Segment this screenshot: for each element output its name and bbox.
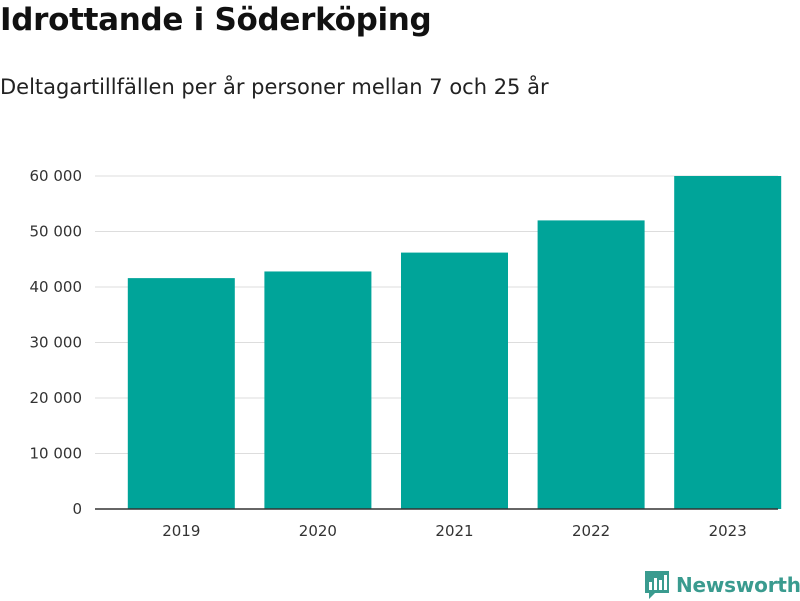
y-tick-label: 0 [72, 500, 82, 518]
x-tick-label: 2020 [299, 522, 337, 540]
x-tick-label: 2019 [162, 522, 200, 540]
bar-2020 [264, 271, 372, 509]
newsworthy-logo-text: Newsworthy [676, 573, 800, 597]
newsworthy-logo-icon [645, 571, 669, 599]
newsworthy-logo: Newsworthy [644, 569, 800, 601]
y-tick-label: 60 000 [30, 167, 83, 185]
chart-title: Idrottande i Söderköping [0, 2, 432, 38]
bar-chart: 0 10 000 20 000 30 000 40 000 50 000 60 000 201… [30, 167, 782, 540]
x-tick-label: 2022 [572, 522, 610, 540]
y-tick-label: 30 000 [30, 334, 83, 352]
bar-2021 [401, 252, 508, 509]
x-tick-label: 2023 [709, 522, 747, 540]
bar-2023 [674, 176, 782, 509]
x-tick-label: 2021 [435, 522, 473, 540]
chart-subtitle: Deltagartillfällen per år personer mella… [0, 75, 549, 99]
bar-2022 [537, 220, 645, 509]
y-tick-label: 20 000 [30, 389, 83, 407]
y-tick-label: 50 000 [30, 223, 83, 241]
bar-2019 [127, 278, 235, 509]
y-tick-label: 40 000 [30, 278, 83, 296]
y-tick-label: 10 000 [30, 445, 83, 463]
